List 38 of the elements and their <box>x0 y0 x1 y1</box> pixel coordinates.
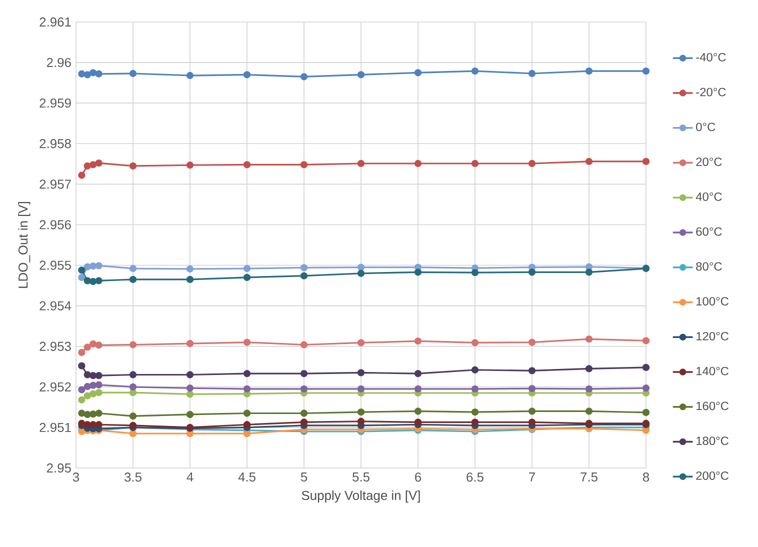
x-tick-label: 3.5 <box>124 472 142 482</box>
x-tick-label: 5.5 <box>352 472 370 482</box>
legend-label: 0°C <box>696 122 716 132</box>
y-axis-title: LDO_Out in [V] <box>18 202 30 288</box>
x-tick-label: 6.5 <box>466 472 484 482</box>
y-tick-label: 2.957 <box>40 180 71 189</box>
x-tick-label: 4.5 <box>238 472 256 482</box>
legend-label: 160°C <box>696 402 729 410</box>
y-tick-label: 2.959 <box>40 98 71 108</box>
y-tick-label: 2.951 <box>40 422 71 432</box>
legend-label: 40°C <box>696 192 722 201</box>
x-tick-label: 7 <box>529 472 535 482</box>
legend-label: 20°C <box>696 158 722 166</box>
y-tick-label: 2.952 <box>40 382 71 392</box>
x-axis-title: Supply Voltage in [V] <box>302 490 420 503</box>
legend-label: 60°C <box>696 227 722 236</box>
legend-label: -20°C <box>696 88 726 96</box>
y-tick-label: 2.954 <box>40 301 72 310</box>
legend-label: 80°C <box>696 262 722 271</box>
legend-label: 200°C <box>696 471 729 480</box>
y-tick-label: 2.958 <box>40 139 71 148</box>
x-tick-label: 3 <box>72 472 80 482</box>
legend-label: -40°C <box>696 52 726 62</box>
x-tick-label: 6 <box>415 472 422 482</box>
legend-label: 140°C <box>696 366 729 376</box>
x-tick-label: 7.5 <box>580 472 598 482</box>
legend-label: 100°C <box>696 297 729 306</box>
legend-label: 180°C <box>696 436 729 446</box>
x-tick-label: 4 <box>186 472 194 482</box>
y-tick-label: 2.955 <box>40 260 71 270</box>
x-tick-label: 8 <box>642 472 650 482</box>
y-tick-label: 2.956 <box>40 220 71 230</box>
y-tick-label: 2.953 <box>40 342 71 351</box>
legend-label: 120°C <box>696 332 729 340</box>
y-tick-label: 2.961 <box>40 17 71 27</box>
y-tick-label: 2.95 <box>46 463 71 473</box>
y-tick-label: 2.96 <box>46 58 71 68</box>
x-tick-label: 5 <box>300 472 308 482</box>
